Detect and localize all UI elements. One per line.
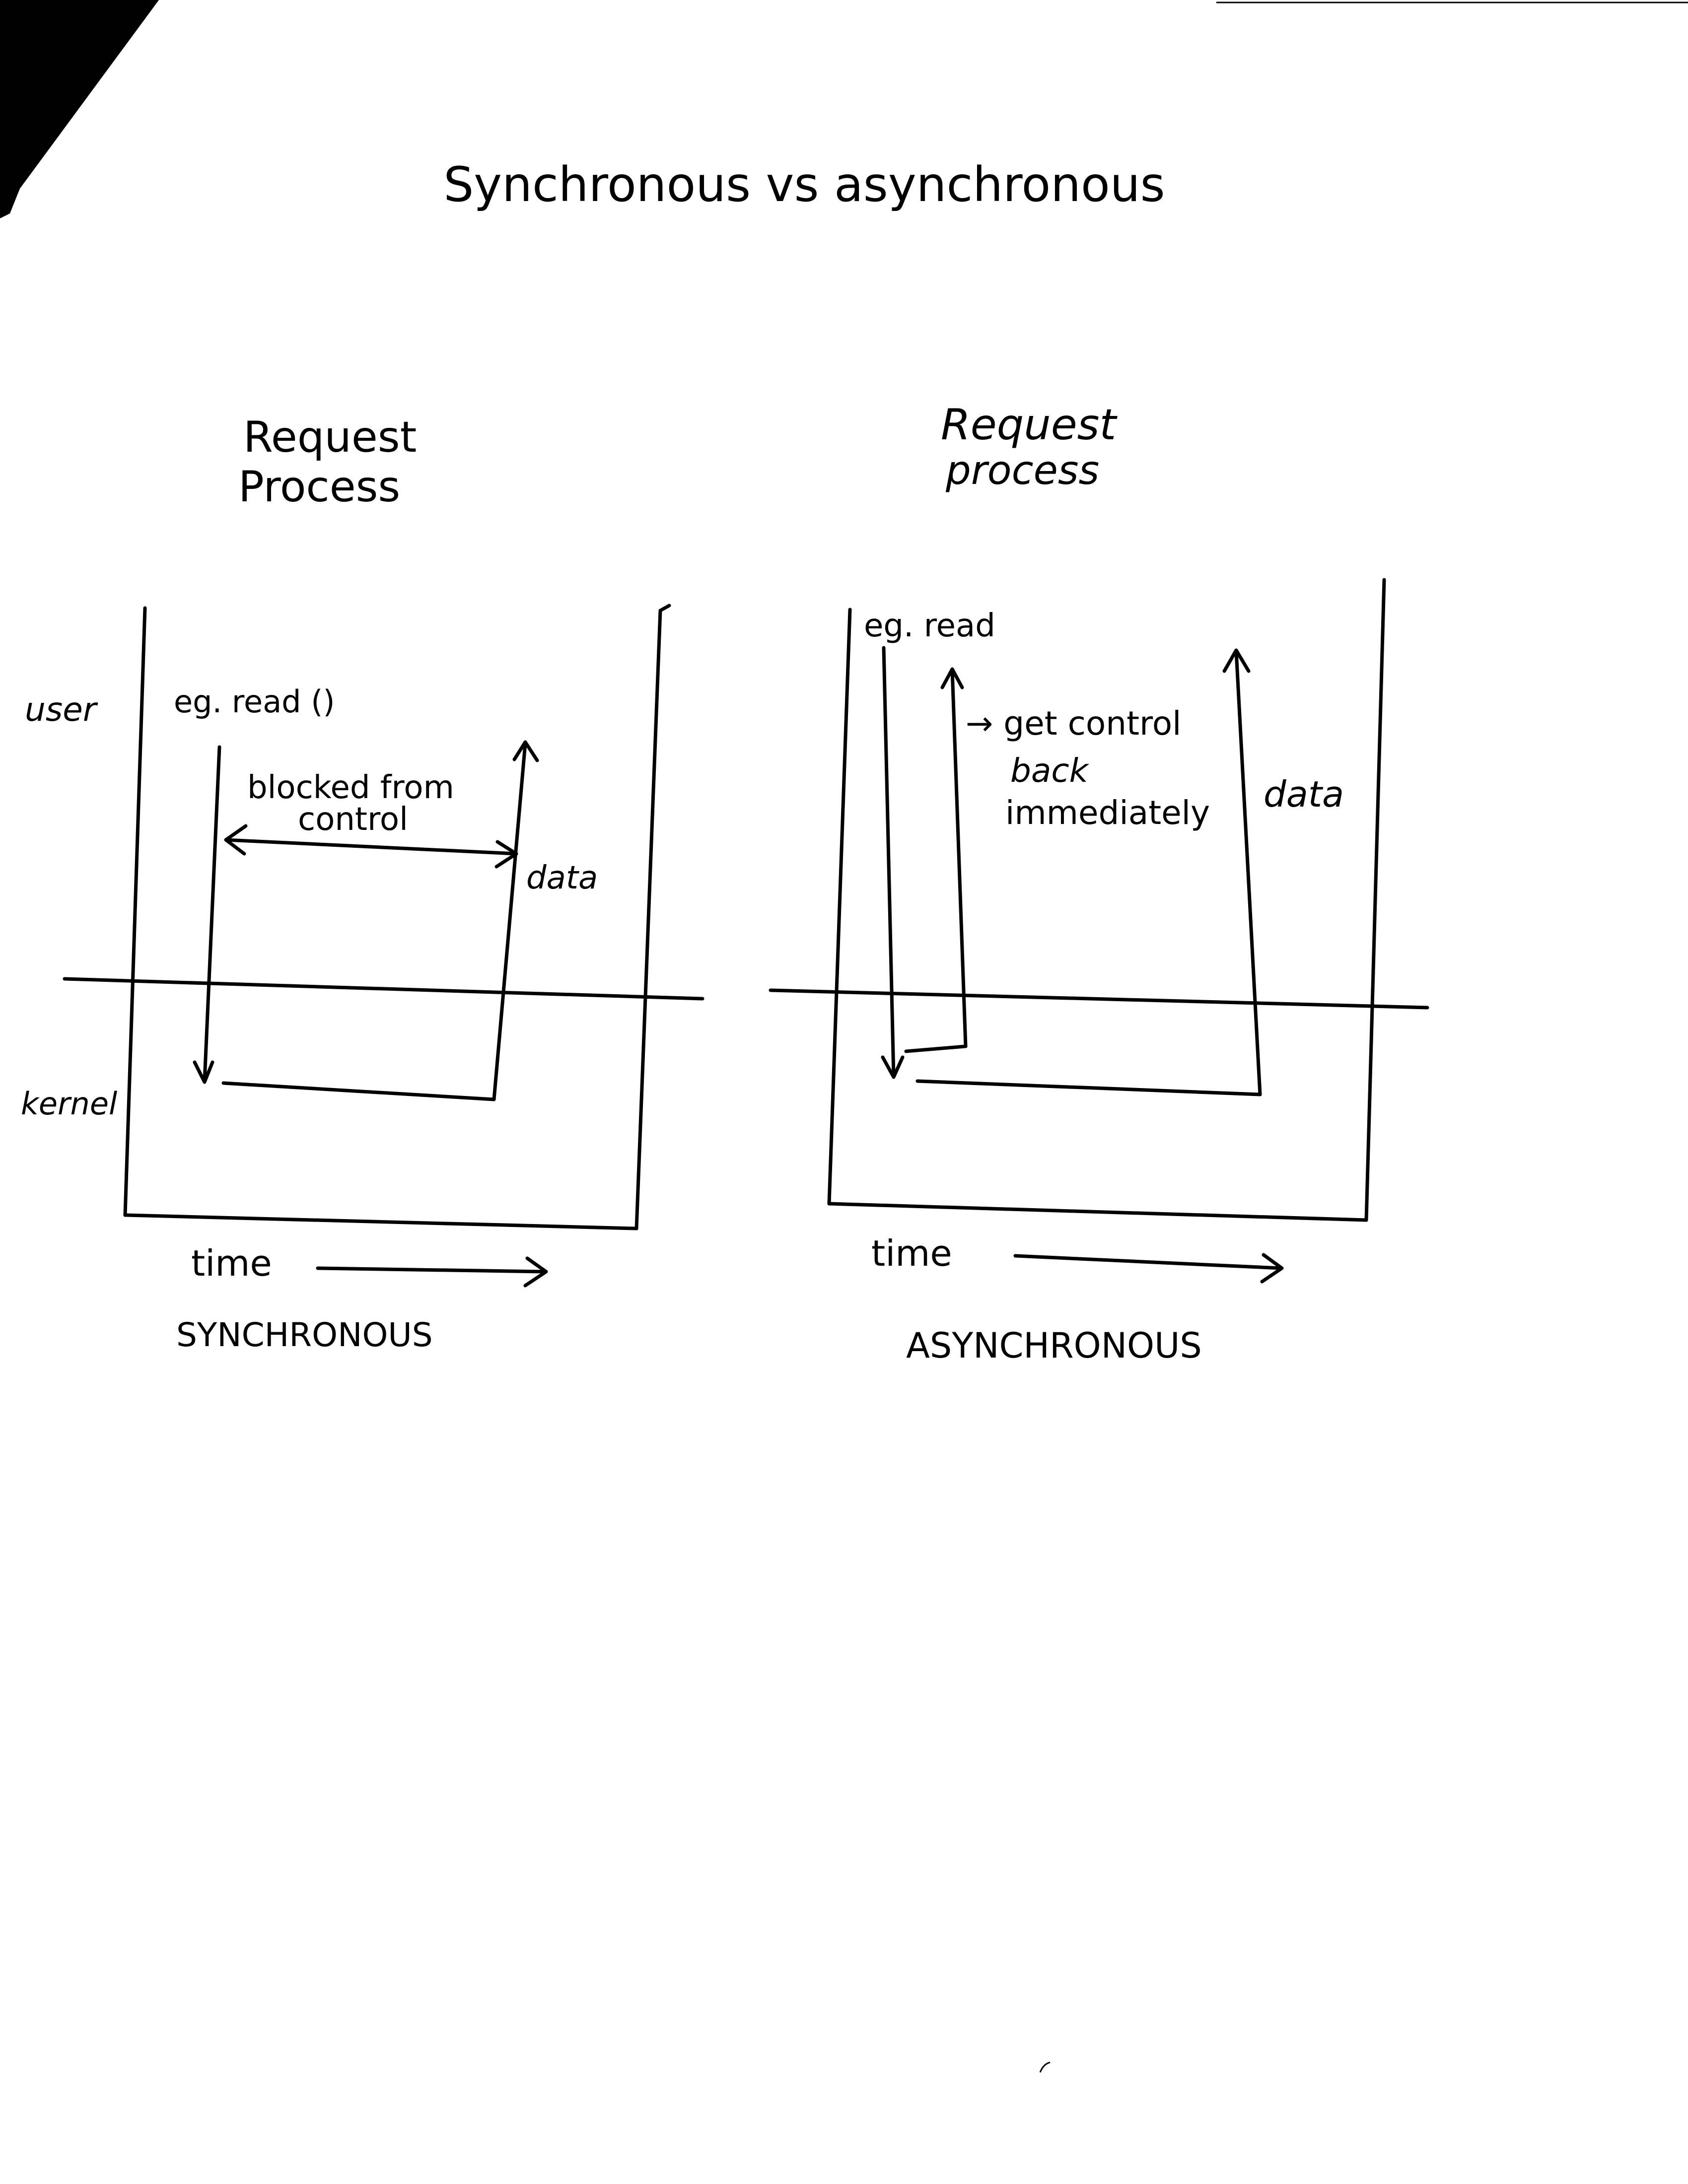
sync-caption: SYNCHRONOUS (176, 1316, 433, 1354)
kernel-layer-label: kernel (21, 1086, 117, 1122)
async-box-bottom (827, 1202, 1368, 1222)
sync-time-arrowhead (523, 1256, 548, 1288)
async-time-label: time (871, 1232, 952, 1274)
sync-time-label: time (191, 1242, 272, 1284)
async-request-arrow (882, 646, 896, 1078)
async-kernel-line (915, 1079, 1262, 1096)
sync-blocked-label-line2: control (298, 801, 408, 838)
async-time-arrow (1013, 1254, 1283, 1270)
sync-box-bottom (123, 1213, 638, 1230)
asynchronous-diagram: Request process eg. read → get control b… (769, 400, 1429, 1366)
async-note-line1: → get control (966, 704, 1181, 743)
async-box-left-wall (827, 608, 852, 1206)
async-data-arrow (1234, 649, 1262, 1096)
async-request-arrowhead (881, 1055, 905, 1079)
sync-call-label: eg. read () (174, 683, 335, 720)
sync-box-left-wall (123, 606, 147, 1217)
sync-data-label: data (526, 860, 598, 896)
async-immediate-return-line (904, 1044, 968, 1053)
async-data-arrowhead (1222, 648, 1251, 673)
async-note-line3: immediately (1005, 794, 1210, 832)
async-control-return-arrow (950, 668, 968, 1048)
sync-time-arrow (316, 1266, 547, 1274)
async-data-label: data (1264, 773, 1344, 815)
sync-blocked-label-line1: blocked from (247, 769, 454, 806)
sync-user-kernel-divider (63, 977, 704, 1001)
sync-blocked-arrowhead-left (224, 824, 248, 856)
async-control-return-arrowhead (940, 667, 964, 689)
sync-kernel-line (221, 1081, 496, 1101)
scan-speck (1039, 2061, 1051, 2073)
page-title: Synchronous vs asynchronous (443, 157, 1165, 212)
async-header-line2: process (945, 447, 1099, 493)
async-note-line2: back (1010, 751, 1090, 790)
sync-request-arrow (203, 745, 221, 1083)
async-box-right-wall (1364, 578, 1386, 1222)
async-user-kernel-divider (769, 988, 1429, 1010)
async-header-line1: Request (941, 400, 1118, 450)
sync-blocked-arrowhead-right (494, 840, 518, 869)
sync-request-arrowhead (193, 1060, 214, 1084)
sync-data-arrowhead (512, 740, 539, 762)
sync-header-line2: Process (238, 462, 400, 512)
sync-data-arrow (492, 742, 527, 1101)
sync-blocked-double-arrow (224, 838, 518, 856)
user-layer-label: user (25, 690, 98, 729)
sync-header-line1: Request (243, 412, 417, 462)
synchronous-diagram: Request Process user kernel eg. read () … (21, 412, 704, 1354)
async-call-label: eg. read (864, 608, 995, 644)
sync-box-right-wall (634, 604, 671, 1230)
async-caption: ASYNCHRONOUS (906, 1325, 1202, 1366)
scan-shadow (0, 0, 159, 218)
async-time-arrowhead (1260, 1253, 1284, 1284)
